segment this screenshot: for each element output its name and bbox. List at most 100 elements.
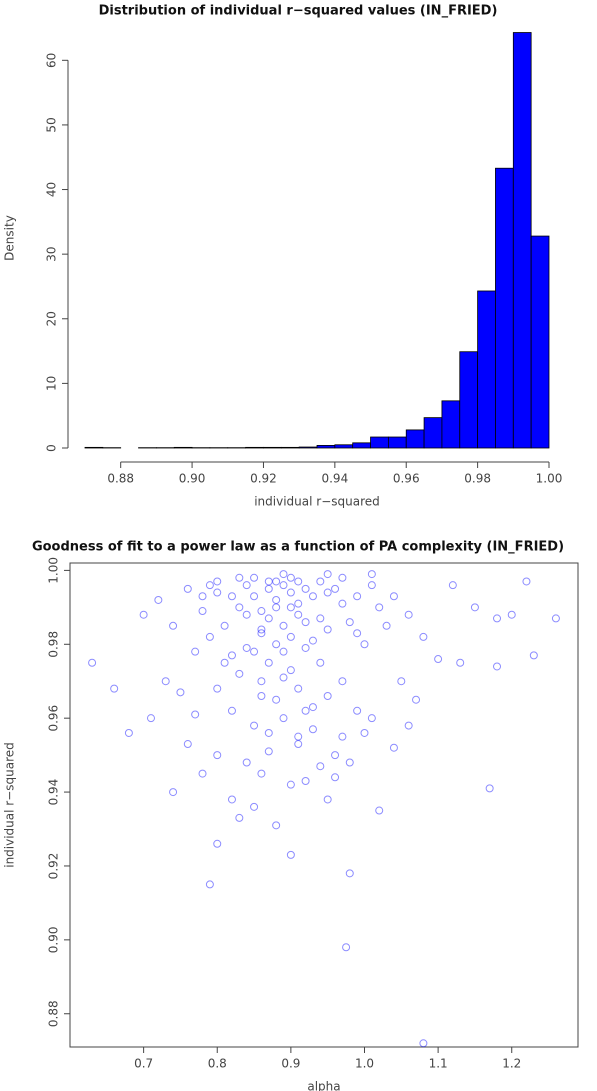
point	[434, 655, 443, 664]
point	[353, 706, 362, 715]
point	[183, 584, 192, 593]
point	[235, 813, 244, 822]
point	[286, 588, 295, 597]
plot-frame	[69, 562, 579, 1048]
bar	[245, 446, 264, 449]
y-tick-label: 1.00	[47, 557, 61, 584]
point	[529, 651, 538, 660]
x-tick-label: 0.98	[464, 472, 491, 486]
bar	[387, 436, 407, 449]
point	[191, 710, 200, 719]
point	[272, 821, 281, 830]
point	[272, 695, 281, 704]
x-tick-label: 0.94	[321, 472, 348, 486]
bar	[316, 445, 336, 449]
point	[286, 666, 295, 675]
point	[183, 740, 192, 749]
point	[493, 662, 502, 671]
point	[367, 714, 376, 723]
point	[507, 610, 516, 619]
y-tick-label: 50	[45, 117, 59, 132]
point	[308, 636, 317, 645]
bar	[173, 446, 193, 449]
point	[227, 706, 236, 715]
point	[301, 643, 310, 652]
point	[367, 570, 376, 579]
point	[286, 573, 295, 582]
point	[198, 607, 207, 616]
point	[205, 632, 214, 641]
point	[301, 618, 310, 627]
point	[272, 595, 281, 604]
point	[323, 570, 332, 579]
point	[353, 592, 362, 601]
bar	[405, 429, 425, 449]
point	[146, 714, 155, 723]
point	[360, 640, 369, 649]
point	[279, 621, 288, 630]
point	[235, 669, 244, 678]
point	[257, 607, 266, 616]
point	[88, 658, 97, 667]
chart-title: Distribution of individual r−squared val…	[99, 4, 498, 19]
point	[301, 584, 310, 593]
point	[404, 610, 413, 619]
point	[264, 584, 273, 593]
x-tick-label: 0.96	[393, 472, 420, 486]
y-tick-label: 0.98	[47, 631, 61, 658]
point	[242, 758, 251, 767]
y-tick-label: 0.90	[47, 926, 61, 953]
point	[227, 651, 236, 660]
y-tick-label: 0	[45, 444, 59, 452]
point	[345, 869, 354, 878]
bar	[423, 417, 443, 449]
point	[308, 592, 317, 601]
bar	[441, 400, 461, 449]
point	[375, 806, 384, 815]
point	[419, 1039, 428, 1048]
x-tick-label: 0.9	[281, 1057, 300, 1071]
point	[205, 581, 214, 590]
point	[323, 625, 332, 634]
point	[242, 610, 251, 619]
point	[404, 721, 413, 730]
y-tick-label: 20	[45, 311, 59, 326]
x-tick-label: 0.7	[134, 1057, 153, 1071]
x-tick-label: 0.92	[250, 472, 277, 486]
bar	[530, 235, 550, 449]
bar	[512, 32, 532, 449]
point	[308, 703, 317, 712]
point	[294, 599, 303, 608]
point	[154, 595, 163, 604]
point	[213, 684, 222, 693]
y-tick-label: 60	[45, 53, 59, 68]
point	[250, 573, 259, 582]
point	[257, 769, 266, 778]
point	[213, 588, 222, 597]
x-tick-label: 0.88	[107, 472, 134, 486]
y-tick-label: 40	[45, 182, 59, 197]
point	[213, 577, 222, 586]
point	[139, 610, 148, 619]
point	[191, 647, 200, 656]
point	[235, 603, 244, 612]
point	[323, 795, 332, 804]
point	[205, 880, 214, 889]
bar	[280, 446, 300, 449]
y-tick-label: 0.94	[47, 779, 61, 806]
x-tick-label: 1.2	[502, 1057, 521, 1071]
bar	[298, 446, 318, 449]
point	[227, 592, 236, 601]
point	[353, 629, 362, 638]
point	[456, 658, 465, 667]
point	[448, 581, 457, 590]
point	[264, 614, 273, 623]
point	[272, 577, 281, 586]
y-tick-label: 0.88	[47, 1000, 61, 1027]
y-tick-label: 0.92	[47, 853, 61, 880]
point	[220, 621, 229, 630]
point	[294, 732, 303, 741]
point	[169, 621, 178, 630]
point	[250, 592, 259, 601]
